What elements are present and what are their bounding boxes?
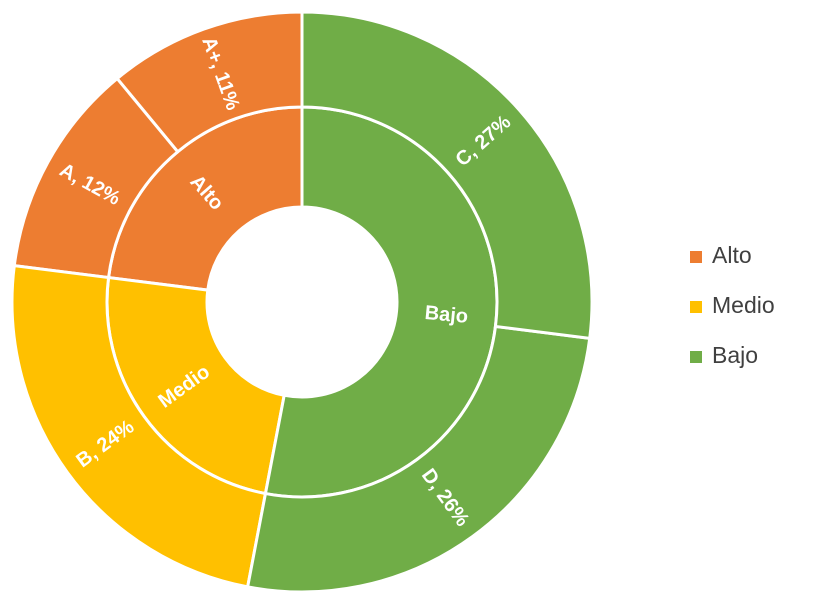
legend-swatch — [690, 301, 702, 313]
outer-sector — [300, 10, 594, 341]
legend-swatch — [690, 351, 702, 363]
legend-swatch — [690, 251, 702, 263]
outer-sector — [10, 263, 268, 589]
legend-label: Alto — [712, 242, 752, 268]
legend-label: Bajo — [712, 342, 758, 368]
outer-sector — [245, 324, 592, 592]
legend-label: Medio — [712, 292, 775, 318]
slice-label: Bajo — [424, 302, 469, 328]
